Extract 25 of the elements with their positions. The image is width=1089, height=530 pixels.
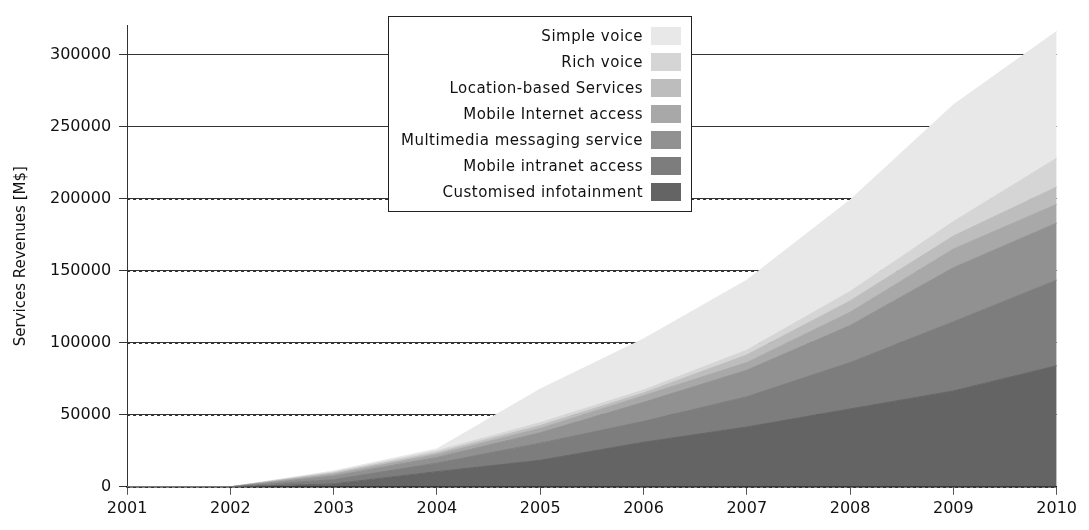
x-tick-label: 2001 — [106, 497, 148, 517]
x-tick-label: 2010 — [1036, 497, 1077, 517]
legend-label: Customised infotainment — [442, 183, 644, 201]
legend-label: Mobile Internet access — [463, 105, 644, 123]
x-tick-label: 2006 — [623, 497, 664, 517]
y-axis-title: Services Revenues [M$] — [10, 166, 29, 347]
y-tick-label: 150000 — [50, 259, 112, 279]
legend-label: Location-based Services — [449, 79, 644, 97]
y-tick-label: 100000 — [50, 331, 112, 351]
x-tick-label: 2009 — [933, 497, 974, 517]
x-tick-label: 2004 — [416, 497, 458, 517]
y-tick-label: 50000 — [60, 403, 112, 423]
y-tick-label: 300000 — [50, 43, 112, 63]
x-tick-label: 2008 — [829, 497, 871, 517]
legend-label: Mobile intranet access — [463, 157, 644, 175]
legend-label: Rich voice — [561, 53, 644, 71]
y-tick-label: 0 — [100, 475, 112, 495]
x-tick-label: 2007 — [726, 497, 768, 517]
x-tick-label: 2005 — [519, 497, 561, 517]
y-tick-label: 200000 — [50, 187, 112, 207]
y-tick-label: 250000 — [50, 115, 112, 135]
legend-label: Simple voice — [541, 27, 644, 45]
x-tick-label: 2003 — [313, 497, 355, 517]
x-tick-label: 2002 — [210, 497, 251, 517]
legend-label: Multimedia messaging service — [401, 131, 644, 149]
